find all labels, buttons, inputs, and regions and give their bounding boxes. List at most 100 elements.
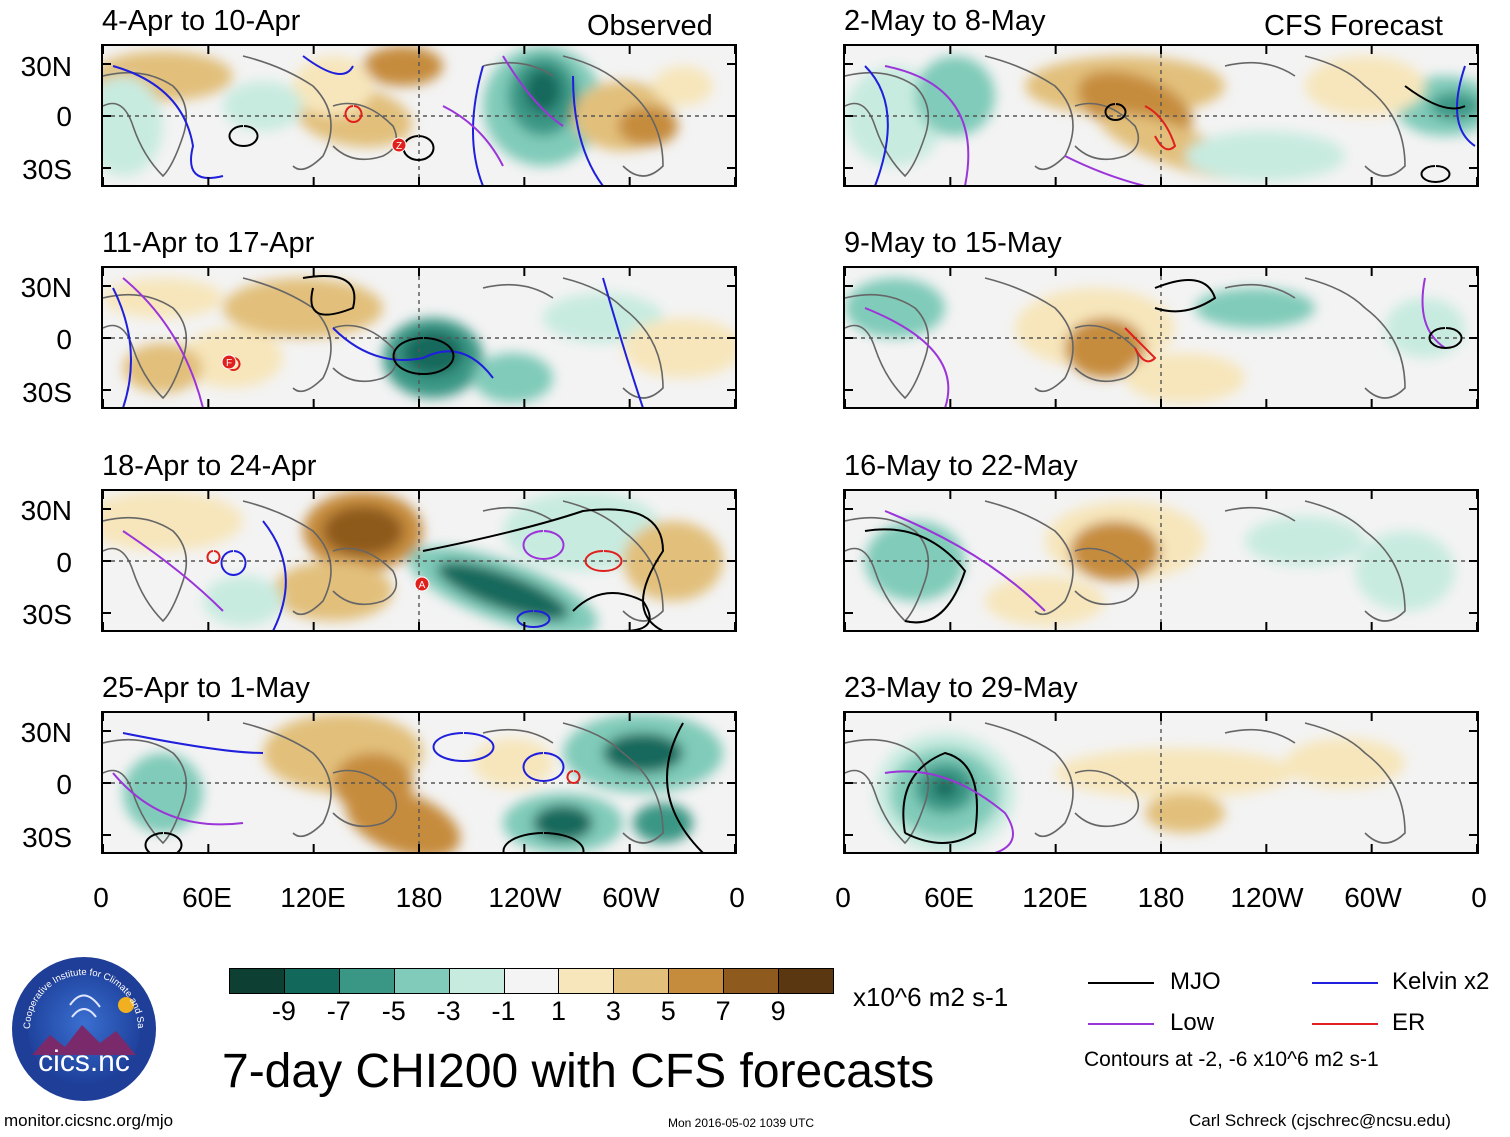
kelvin-contour (262, 520, 287, 630)
lon-label: 60W (602, 882, 660, 913)
coastline (1074, 547, 1140, 606)
lon-label: 120E (1022, 882, 1088, 913)
anomaly-shading (203, 576, 283, 626)
er-contour (206, 550, 221, 564)
storm-marker (221, 354, 237, 370)
legend-label-kelvin: Kelvin x2 (1392, 968, 1490, 995)
mjo-contour (302, 275, 356, 316)
coastline (984, 722, 1074, 838)
kelvin-contour (432, 732, 495, 762)
lat-label-30n: 30N (20, 495, 72, 526)
legend-label-er: ER (1392, 1009, 1426, 1036)
coastline (332, 547, 398, 606)
kelvin-contour (864, 65, 889, 185)
coastline (845, 738, 930, 845)
colorbar-tick-label: 3 (605, 996, 621, 1026)
map-panel-forecast-1 (843, 44, 1479, 187)
coastline (562, 722, 664, 844)
panel-title-r4: 23-May to 29-May (844, 672, 1078, 704)
mjo-contour (572, 592, 651, 630)
lat-label-eq: 0 (56, 101, 72, 132)
anomaly-shading (103, 491, 243, 551)
coastline (103, 293, 188, 400)
lon-label: 120E (280, 882, 346, 913)
storm-marker-label: F (226, 358, 232, 369)
footer-timestamp: Mon 2016-05-02 1039 UTC (668, 1116, 815, 1130)
mjo-contour (392, 337, 455, 375)
mjo-contour (144, 832, 183, 852)
mjo-contour (402, 135, 435, 161)
coastline (1304, 722, 1406, 844)
anomaly-shading (473, 353, 553, 403)
storm-marker (391, 137, 407, 153)
colorbar-swatch (778, 968, 834, 994)
lat-label-30n: 30N (20, 717, 72, 748)
kelvin-contour (516, 610, 551, 628)
low-contour (122, 530, 224, 612)
panel-title-l3: 18-Apr to 24-Apr (102, 450, 317, 482)
low-contour (884, 510, 1046, 612)
coastline (845, 516, 930, 623)
coastline (1224, 506, 1296, 522)
low-contour (1421, 277, 1446, 349)
footer-url[interactable]: monitor.cicsnc.org/mjo (4, 1111, 174, 1130)
anomaly-shading (1145, 793, 1225, 833)
anomaly-shading (223, 278, 383, 338)
mjo-contour (864, 528, 967, 624)
colorbar-swatch (558, 968, 615, 994)
coastline (242, 500, 332, 616)
anomaly-shading (915, 56, 995, 136)
low-contour (1064, 155, 1146, 185)
anomaly-shading (865, 521, 965, 601)
anomaly-shading (1055, 748, 1295, 798)
coastline (984, 500, 1074, 616)
lat-label-30n: 30N (20, 272, 72, 303)
coastline (562, 500, 664, 622)
low-contour (522, 530, 565, 560)
colorbar-swatch (723, 968, 780, 994)
anomaly-shading (323, 506, 403, 556)
colorbar-units: x10^6 m2 s-1 (853, 982, 1009, 1012)
mjo-contour (1404, 85, 1466, 110)
kelvin-contour (572, 75, 604, 185)
anomaly-shading (1385, 298, 1465, 358)
kelvin-contour (302, 55, 354, 75)
anomaly-shading (845, 278, 945, 338)
lon-label: 180 (1137, 882, 1185, 913)
lon-label: 180 (395, 882, 443, 913)
coastline (1304, 55, 1406, 177)
lat-label-30s: 30S (22, 377, 72, 408)
coastline (242, 55, 332, 171)
low-contour (864, 307, 950, 407)
anomaly-shading (653, 66, 713, 106)
map-panel-forecast-2 (843, 266, 1479, 409)
footer-author: Carl Schreck (cjschrec@ncsu.edu) (1189, 1111, 1451, 1130)
anomaly-shading (533, 805, 593, 841)
anomaly-shading (525, 69, 561, 113)
observed-label: Observed (587, 10, 713, 42)
storm-marker (414, 576, 430, 592)
map-svg (845, 46, 1477, 185)
lon-label: 60E (924, 882, 974, 913)
coastline (103, 71, 188, 178)
colorbar-swatch (338, 968, 395, 994)
coastline (1224, 728, 1296, 744)
main-title: 7-day CHI200 with CFS forecasts (222, 1045, 935, 1098)
coastline (845, 293, 930, 400)
map-panel-observed-4 (101, 711, 737, 854)
colorbar-tick-label: -3 (436, 996, 461, 1026)
lat-label-30s: 30S (22, 154, 72, 185)
forecast-label: CFS Forecast (1264, 10, 1443, 42)
mjo-contour (228, 125, 259, 147)
legend-label-mjo: MJO (1170, 968, 1221, 995)
lon-label: 0 (729, 882, 745, 913)
anomaly-shading (1285, 738, 1405, 788)
map-panel-observed-1: Z (101, 44, 737, 187)
storm-marker-label: A (419, 580, 426, 591)
low-contour (112, 772, 244, 826)
lat-label-eq: 0 (56, 769, 72, 800)
legend-swatch-er (1312, 1023, 1378, 1025)
coastline (482, 506, 554, 522)
mjo-contour (422, 508, 665, 630)
er-contour (344, 105, 363, 123)
